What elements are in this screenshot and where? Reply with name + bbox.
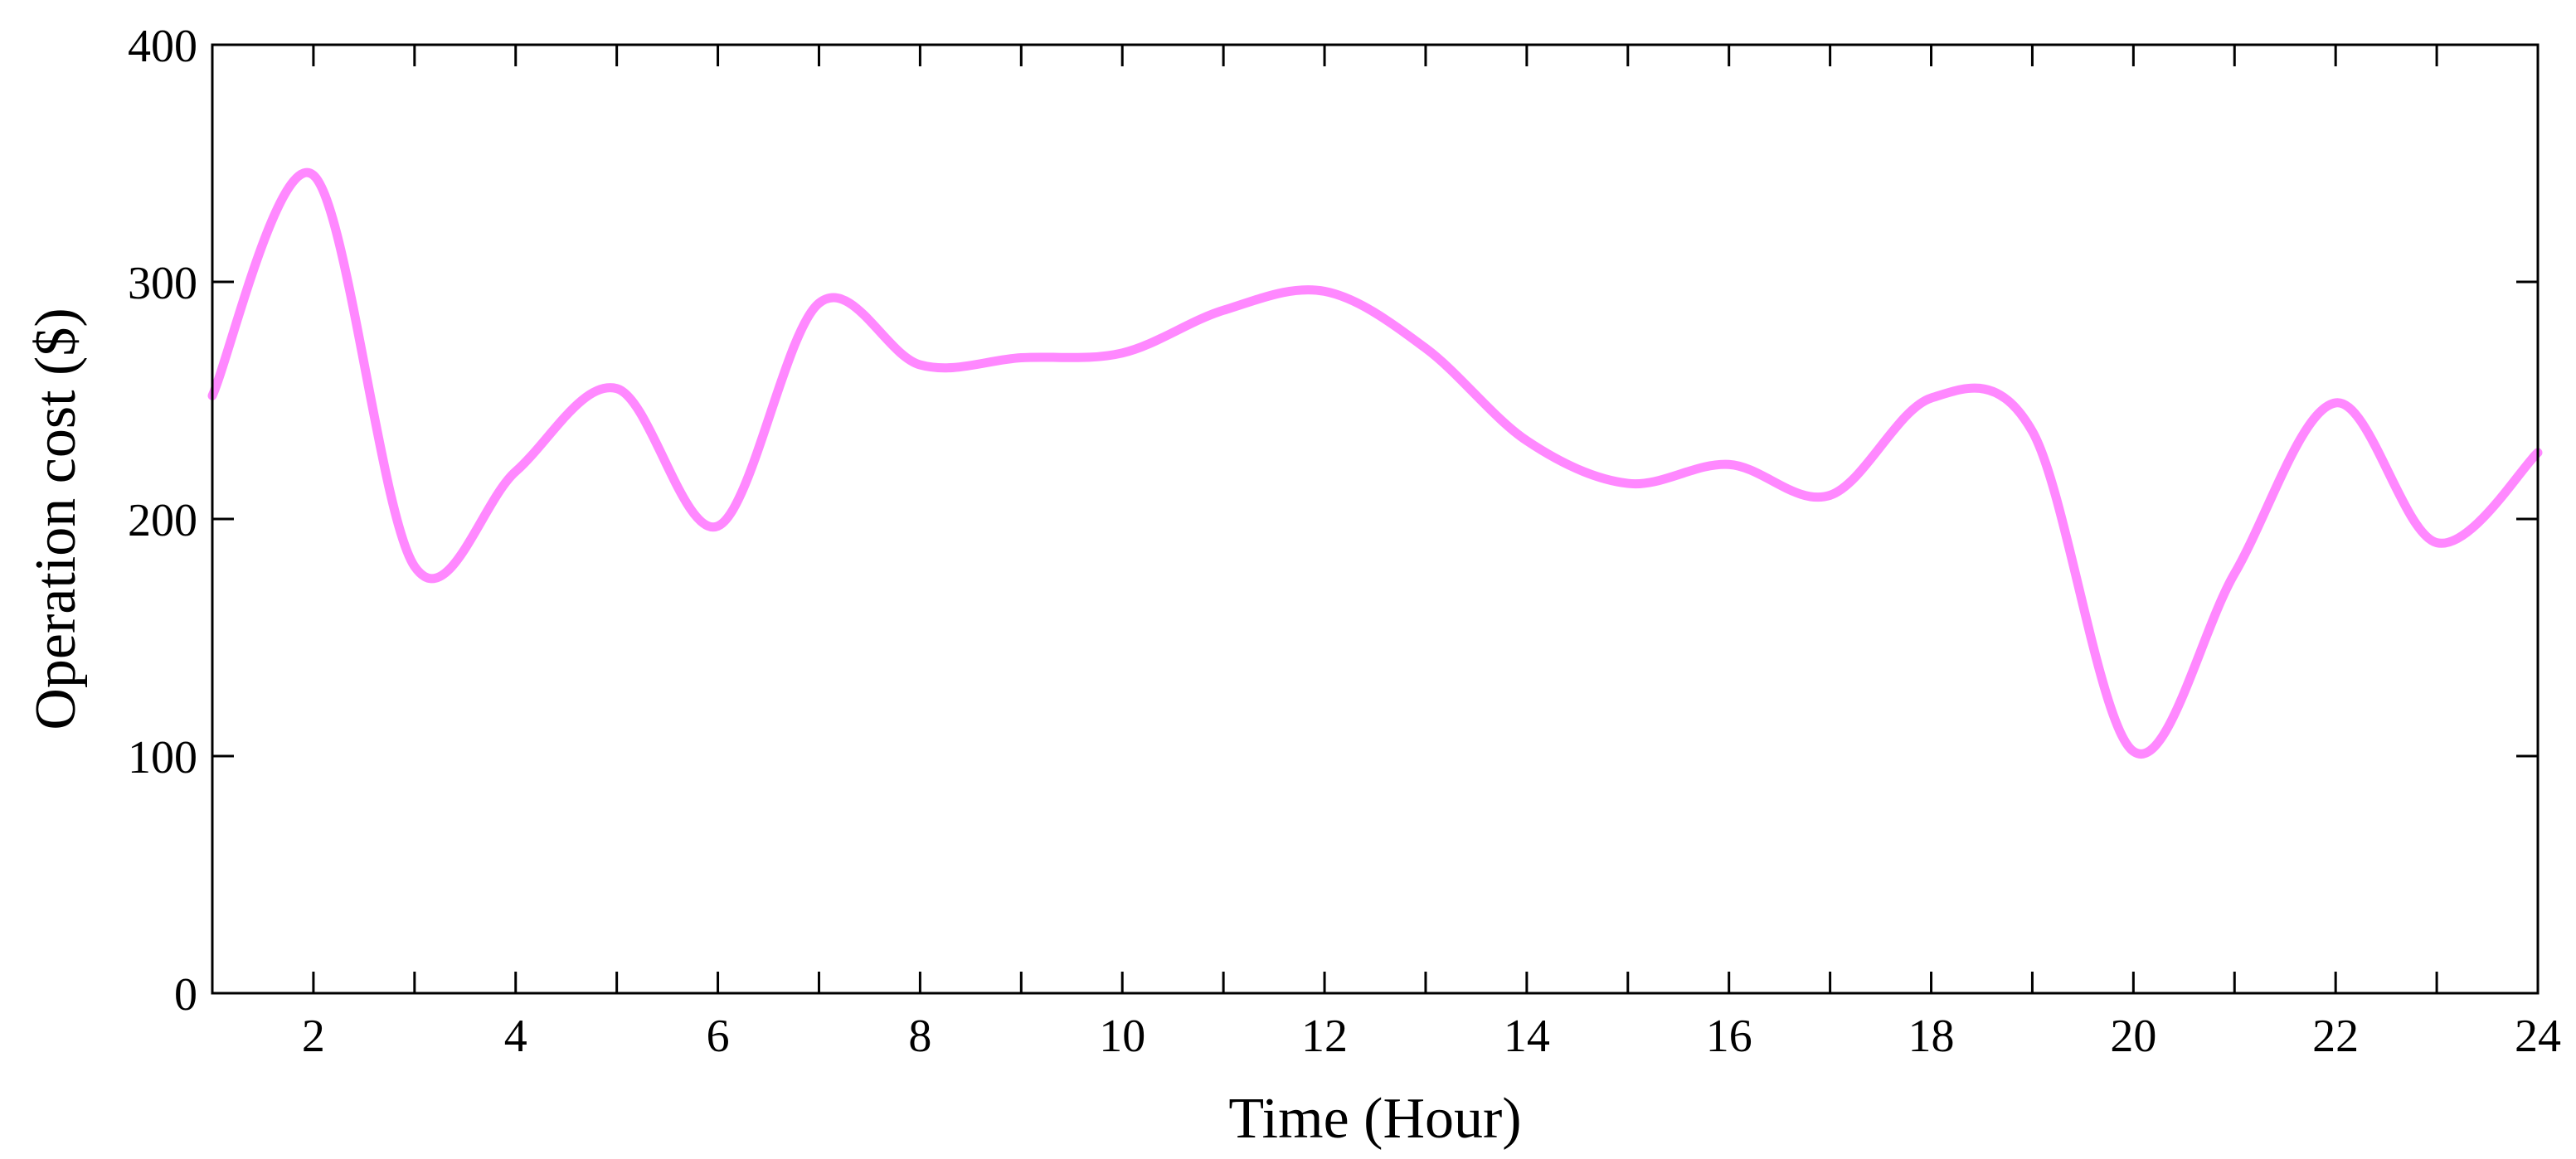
x-tick-label: 4 bbox=[504, 1011, 527, 1062]
x-tick-label: 6 bbox=[707, 1011, 730, 1062]
series-line bbox=[207, 167, 2543, 759]
y-tick-label: 300 bbox=[128, 258, 197, 309]
y-axis-title: Operation cost ($) bbox=[24, 308, 88, 730]
x-tick-label: 8 bbox=[908, 1011, 931, 1062]
y-tick-label: 100 bbox=[128, 732, 197, 783]
x-tick-label: 20 bbox=[2110, 1011, 2156, 1062]
y-tick-label: 400 bbox=[128, 21, 197, 72]
x-tick-label: 12 bbox=[1301, 1011, 1348, 1062]
y-tick-label: 0 bbox=[174, 969, 197, 1021]
series-layer bbox=[207, 167, 2543, 759]
x-tick-label: 14 bbox=[1504, 1011, 1550, 1062]
x-tick-label: 24 bbox=[2515, 1011, 2561, 1062]
x-axis-title: Time (Hour) bbox=[1228, 1087, 1521, 1151]
x-tick-label: 22 bbox=[2312, 1011, 2359, 1062]
x-tick-label: 2 bbox=[302, 1011, 325, 1062]
x-tick-label: 10 bbox=[1099, 1011, 1145, 1062]
x-tick-label: 18 bbox=[1908, 1011, 1955, 1062]
y-tick-label: 200 bbox=[128, 495, 197, 546]
x-tick-label: 16 bbox=[1706, 1011, 1752, 1062]
plot-frame bbox=[211, 43, 2540, 995]
axis-ticks bbox=[211, 43, 2540, 995]
